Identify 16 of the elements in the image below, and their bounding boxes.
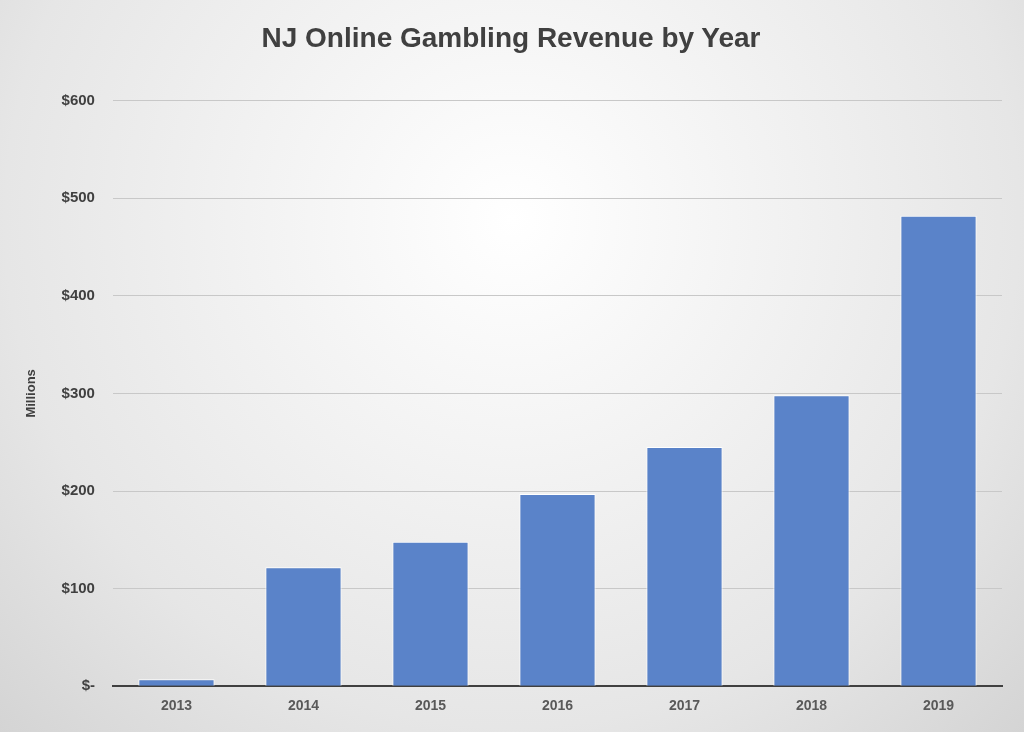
y-tick-label: $200	[61, 481, 95, 499]
y-axis-title: Millions	[23, 369, 39, 418]
y-tick-label: $600	[61, 90, 95, 108]
x-tick-label: 2014	[287, 697, 320, 714]
y-tick-label: $400	[61, 285, 95, 303]
x-tick-label: 2013	[160, 697, 193, 714]
chart-title: NJ Online Gambling Revenue by Year	[261, 21, 761, 53]
x-tick-label: 2016	[541, 697, 574, 714]
x-tick-label: 2017	[668, 697, 701, 714]
y-tick-label: $-	[81, 676, 95, 694]
x-tick-label: 2018	[795, 697, 828, 714]
y-tick-label: $500	[61, 188, 95, 206]
x-tick-label: 2019	[922, 697, 955, 714]
y-tick-label: $300	[61, 383, 95, 401]
y-tick-label: $100	[61, 578, 95, 596]
x-tick-label: 2015	[414, 697, 447, 714]
